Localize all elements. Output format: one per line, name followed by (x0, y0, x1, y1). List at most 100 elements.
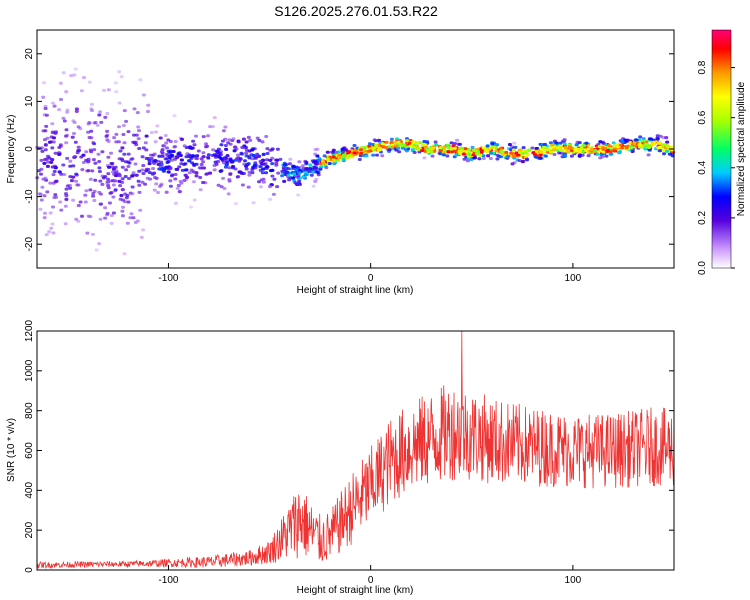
spectrogram-cell (265, 147, 270, 151)
spectrogram-cell (143, 141, 148, 145)
spectrogram-cell (250, 148, 255, 152)
spectrogram-cell (100, 150, 105, 154)
snr-frame (36, 330, 675, 571)
spectrogram-cell (507, 143, 512, 146)
spectrogram-cell (231, 137, 236, 141)
spectrogram-cell (74, 179, 78, 183)
spectrogram-cell (230, 160, 234, 164)
spectrogram-cell (331, 148, 336, 152)
spectrogram-cell (204, 142, 208, 146)
spectrogram-cell (623, 138, 628, 142)
chart-title: S126.2025.276.01.53.R22 (274, 3, 438, 19)
spectrogram-cell (106, 177, 110, 181)
spectrogram-cell (76, 219, 81, 223)
spectrogram-cell (109, 221, 114, 225)
spectrogram-cell (47, 140, 52, 144)
spectrogram-cell (50, 101, 55, 105)
spectrogram-cell (163, 134, 168, 137)
spectrogram-cell (223, 165, 228, 169)
spectrogram-cell (59, 98, 63, 101)
spectrogram-cell (248, 138, 253, 142)
spectrogram-cell (410, 148, 415, 152)
spectrogram-cell (159, 150, 164, 154)
spectrogram-cell (91, 194, 96, 198)
spectrogram-cell (208, 125, 213, 129)
spectrogram-cell (76, 125, 81, 129)
spectrogram-cell (192, 143, 197, 147)
spectrogram-cell (646, 146, 651, 149)
spectrogram-cell (258, 165, 263, 169)
spectrogram-cell (106, 155, 111, 159)
spectrogram-cell (45, 190, 50, 194)
spectrogram-cell (91, 158, 96, 162)
spectrogram-cell (497, 154, 501, 158)
spectrogram-cell (78, 200, 83, 204)
spectrogram-cell (120, 146, 125, 150)
spectrogram-cell (357, 158, 362, 161)
spectrogram-cell (521, 159, 526, 163)
spectrogram-cell (563, 146, 568, 150)
snr-x-axis-label: Height of straight line (km) (297, 585, 414, 596)
spectrogram-cell (481, 154, 486, 158)
spectrogram-cell (202, 166, 207, 170)
spectrogram-cell (105, 129, 110, 133)
spectrogram-cell (197, 166, 202, 170)
spectrogram-cell (400, 144, 405, 148)
spectrogram-cell (155, 124, 160, 128)
spectrogram-cell (201, 181, 206, 184)
spectrogram-cell (126, 152, 131, 156)
spectrogram-cell (268, 197, 273, 201)
spectrogram-cell (604, 154, 609, 158)
y-tick-label: 600 (24, 442, 35, 459)
spectrogram-cell (114, 169, 119, 173)
spectrogram-cell (135, 219, 140, 223)
spectrogram-cell (221, 129, 226, 133)
spectrogram-cell (287, 162, 292, 166)
colorbar-tick-label: 0.2 (697, 211, 708, 225)
spectrogram-cell (186, 155, 191, 158)
snr-panel: -100 0 100 0 200 400 600 800 1000 1200 Height of… (6, 319, 675, 596)
spectrogram-cell (192, 164, 197, 167)
spectrogram-cell (250, 157, 255, 161)
spectrogram-cell (125, 221, 130, 225)
spectrogram-cell (271, 192, 276, 196)
spectrogram-cell (466, 148, 471, 151)
spectrogram-cell (129, 212, 134, 216)
spectrogram-cell (65, 156, 70, 160)
spectrogram-cell (270, 162, 275, 166)
spectrogram-cell (147, 171, 152, 175)
spectrogram-cell (105, 211, 110, 215)
spectrogram-cell (282, 179, 287, 183)
spectrogram-cell (253, 156, 258, 160)
x-tick-label: -100 (158, 273, 178, 284)
spectrogram-cell (109, 162, 114, 165)
spectrogram-cell (453, 142, 457, 145)
y-tick-label: 400 (24, 482, 35, 499)
spectrogram-cell (472, 148, 476, 152)
y-tick-label: 1000 (24, 359, 35, 382)
spectrogram-cell (340, 147, 345, 151)
spectrogram-cell (103, 216, 108, 220)
spectrogram-cell (105, 138, 110, 142)
spectrogram-cell (281, 166, 286, 170)
spectrogram-cell (194, 134, 198, 138)
spectrogram-cell (187, 159, 192, 163)
spectrogram-cell (117, 125, 121, 129)
spectrogram-cell (201, 160, 206, 164)
spectrogram-cell (240, 183, 245, 187)
spectrogram-cell (48, 211, 53, 215)
spectrogram-cell (661, 148, 666, 152)
spectrogram-cell (566, 150, 571, 154)
spectrogram-cell (569, 154, 574, 158)
colorbar-ticks: 0.0 0.2 0.4 0.6 0.8 (697, 60, 735, 275)
spectrogram-cell (49, 226, 54, 230)
spectrogram-cell (552, 148, 557, 152)
spectrogram-cell (244, 154, 249, 158)
spectrogram-cell (270, 147, 275, 151)
spectrogram-cell (269, 169, 273, 173)
spectrogram-cell (321, 161, 326, 165)
spectrogram-cell (135, 111, 140, 115)
spectrogram-cell (175, 155, 179, 159)
spectrogram-cell (495, 157, 500, 161)
spectrogram-cell (41, 81, 46, 85)
